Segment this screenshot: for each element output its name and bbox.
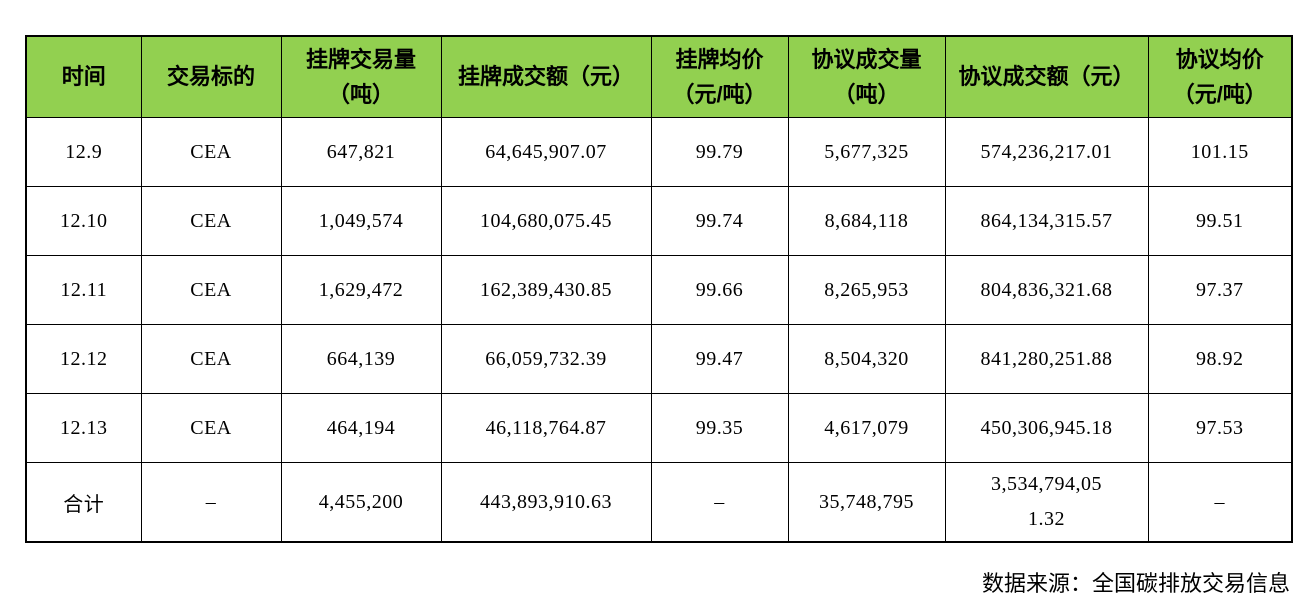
carbon-trading-table-container: 时间 交易标的 挂牌交易量 （吨） 挂牌成交额（元） 挂牌均价 （元/吨） 协议成交… (25, 35, 1293, 543)
table-cell: 12.12 (25, 324, 142, 394)
table-cell: 8,684,118 (787, 186, 946, 256)
column-header-listed-turnover: 挂牌成交额（元） (440, 35, 652, 118)
table-cell: 98.92 (1147, 324, 1293, 394)
table-cell: 443,893,910.63 (440, 462, 652, 543)
table-cell: 12.11 (25, 255, 142, 325)
table-cell: 99.66 (650, 255, 789, 325)
table-cell: 5,677,325 (787, 117, 946, 187)
table-cell: 664,139 (280, 324, 442, 394)
table-cell: CEA (140, 324, 282, 394)
table-cell: 35,748,795 (787, 462, 946, 543)
data-source-caption: 数据来源：全国碳排放交易信息 (981, 571, 1290, 596)
header-row: 时间 交易标的 挂牌交易量 （吨） 挂牌成交额（元） 挂牌均价 （元/吨） 协议成交… (25, 35, 1293, 118)
total-row: 合计 – 4,455,200 443,893,910.63 – 35,748,7… (25, 462, 1293, 543)
column-header-negotiated-volume: 协议成交量 （吨） (787, 35, 946, 118)
table-cell: CEA (140, 117, 282, 187)
table-row: 12.10 CEA 1,049,574 104,680,075.45 99.74… (25, 186, 1293, 256)
table-cell: 804,836,321.68 (944, 255, 1149, 325)
table-cell: 66,059,732.39 (440, 324, 652, 394)
table-cell: 464,194 (280, 393, 442, 463)
table-cell: 450,306,945.18 (944, 393, 1149, 463)
table-cell: 1,629,472 (280, 255, 442, 325)
table-row: 12.12 CEA 664,139 66,059,732.39 99.47 8,… (25, 324, 1293, 394)
table-cell: 104,680,075.45 (440, 186, 652, 256)
table-cell: 97.37 (1147, 255, 1293, 325)
table-cell: 12.10 (25, 186, 142, 256)
table-cell: 4,617,079 (787, 393, 946, 463)
table-cell: 99.79 (650, 117, 789, 187)
table-cell: 97.53 (1147, 393, 1293, 463)
table-cell: 8,504,320 (787, 324, 946, 394)
table-cell: 162,389,430.85 (440, 255, 652, 325)
column-header-time: 时间 (25, 35, 142, 118)
carbon-trading-table: 时间 交易标的 挂牌交易量 （吨） 挂牌成交额（元） 挂牌均价 （元/吨） 协议成交… (25, 35, 1293, 543)
column-header-negotiated-turnover: 协议成交额（元） (944, 35, 1149, 118)
column-header-target: 交易标的 (140, 35, 282, 118)
table-cell: 合计 (25, 462, 142, 543)
table-cell: 8,265,953 (787, 255, 946, 325)
column-header-listed-avg-price: 挂牌均价 （元/吨） (650, 35, 789, 118)
table-cell: – (1147, 462, 1293, 543)
table-cell: 64,645,907.07 (440, 117, 652, 187)
column-header-negotiated-avg-price: 协议均价 （元/吨） (1147, 35, 1293, 118)
table-cell: 46,118,764.87 (440, 393, 652, 463)
table-cell: 3,534,794,051.32 (944, 462, 1149, 543)
table-cell: 12.9 (25, 117, 142, 187)
table-cell: CEA (140, 186, 282, 256)
table-cell: 99.35 (650, 393, 789, 463)
column-header-listed-volume: 挂牌交易量 （吨） (280, 35, 442, 118)
table-cell: 864,134,315.57 (944, 186, 1149, 256)
table-cell: CEA (140, 393, 282, 463)
table-cell: 574,236,217.01 (944, 117, 1149, 187)
table-cell: 647,821 (280, 117, 442, 187)
table-cell: – (650, 462, 789, 543)
table-cell: 1,049,574 (280, 186, 442, 256)
table-cell: – (140, 462, 282, 543)
table-cell: 101.15 (1147, 117, 1293, 187)
table-cell: 12.13 (25, 393, 142, 463)
table-cell: CEA (140, 255, 282, 325)
table-cell: 99.51 (1147, 186, 1293, 256)
table-cell: 99.74 (650, 186, 789, 256)
table-cell: 841,280,251.88 (944, 324, 1149, 394)
table-row: 12.9 CEA 647,821 64,645,907.07 99.79 5,6… (25, 117, 1293, 187)
table-cell: 99.47 (650, 324, 789, 394)
table-row: 12.11 CEA 1,629,472 162,389,430.85 99.66… (25, 255, 1293, 325)
table-cell: 4,455,200 (280, 462, 442, 543)
table-row: 12.13 CEA 464,194 46,118,764.87 99.35 4,… (25, 393, 1293, 463)
